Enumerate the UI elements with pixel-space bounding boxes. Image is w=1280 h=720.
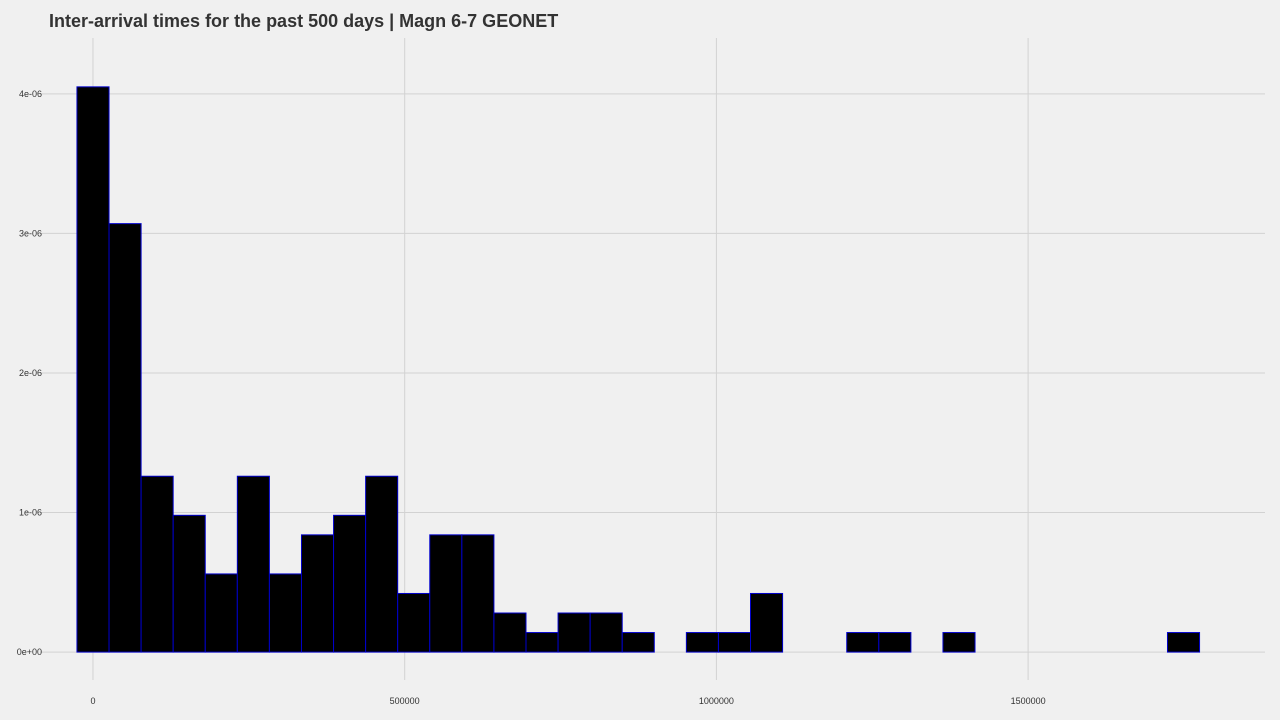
histogram-bar-0: [76, 86, 110, 653]
histogram-bar-34: [1166, 632, 1201, 653]
histogram-bar-17: [621, 632, 655, 653]
histogram-bar-4: [204, 573, 238, 653]
histogram-bar-27: [942, 632, 976, 653]
histogram-bar-15: [557, 612, 591, 653]
histogram-bar-19: [685, 632, 719, 653]
histogram-bar-1: [108, 223, 142, 653]
histogram-bar-6: [268, 573, 302, 653]
y-tick-label-2: 2e-06: [19, 368, 42, 378]
histogram-bar-5: [236, 475, 270, 653]
x-axis-ticks: 0 500000 1000000 1500000: [90, 696, 1045, 706]
y-tick-label-3: 3e-06: [19, 228, 42, 238]
y-tick-label-0: 0e+00: [17, 647, 42, 657]
chart-title: Inter-arrival times for the past 500 day…: [49, 11, 559, 31]
histogram-bar-20: [717, 632, 752, 653]
y-tick-label-4: 4e-06: [19, 89, 42, 99]
x-tick-label-3: 1500000: [1011, 696, 1046, 706]
histogram-bar-9: [365, 475, 399, 653]
histogram-bar-16: [589, 612, 623, 653]
histogram-bar-21: [750, 592, 784, 653]
x-tick-label-2: 1000000: [699, 696, 734, 706]
histogram-bar-12: [461, 534, 495, 653]
histogram-bar-11: [429, 534, 463, 653]
histogram-bar-10: [397, 592, 431, 653]
histogram-bar-24: [846, 632, 880, 653]
histogram-bar-2: [140, 475, 174, 653]
histogram-bar-7: [300, 534, 335, 653]
histogram-bar-8: [333, 514, 367, 653]
y-axis-ticks: 0e+00 1e-06 2e-06 3e-06 4e-06: [17, 89, 42, 657]
histogram-bar-13: [493, 612, 527, 653]
histogram-bars: [76, 86, 1201, 653]
x-tick-label-0: 0: [90, 696, 95, 706]
histogram-bar-3: [172, 514, 206, 653]
histogram-bar-25: [878, 632, 912, 653]
x-tick-label-1: 500000: [390, 696, 420, 706]
y-tick-label-1: 1e-06: [19, 508, 42, 518]
histogram-bar-14: [525, 632, 559, 653]
